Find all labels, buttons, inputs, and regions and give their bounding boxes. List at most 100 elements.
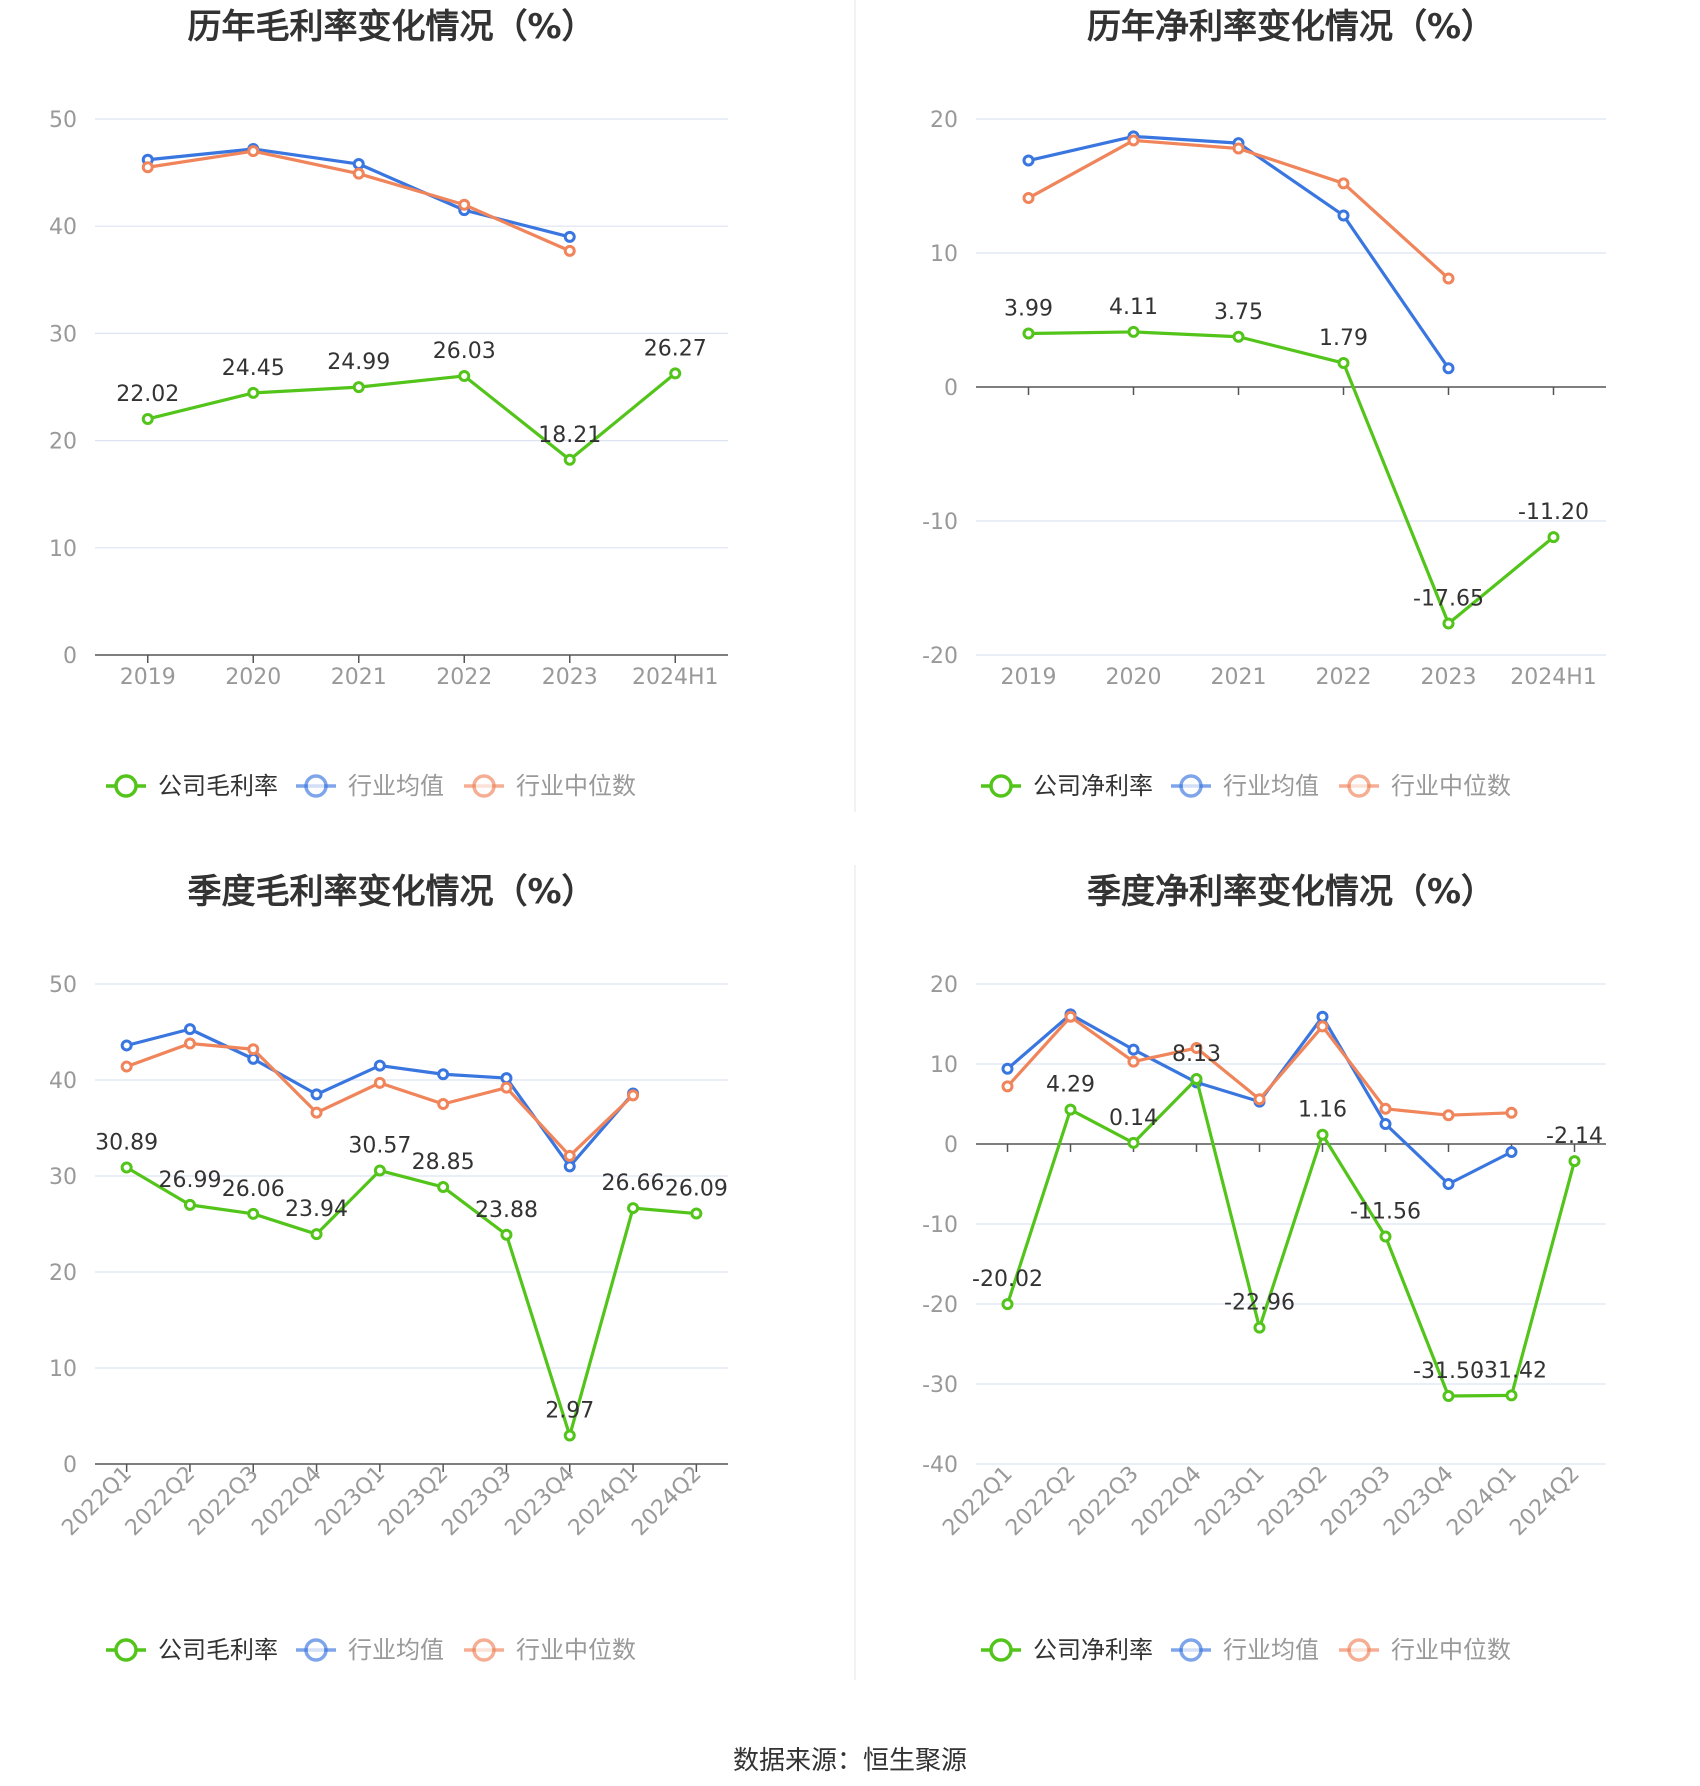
y-tick-label: -30 [922, 1373, 958, 1398]
y-tick-label: -20 [922, 644, 958, 669]
x-tick-label: 2022Q2 [121, 1462, 200, 1541]
series-median [120, 1037, 640, 1162]
data-point [373, 1076, 386, 1089]
data-label: 0.14 [1109, 1106, 1158, 1131]
y-tick-label: -10 [922, 510, 958, 535]
data-point [1190, 1042, 1203, 1054]
data-label: 4.29 [1046, 1073, 1095, 1098]
x-tick-label: 2019 [1001, 665, 1057, 690]
x-tick-label: 2023 [1421, 665, 1477, 690]
data-point [352, 381, 365, 394]
data-point [627, 1202, 640, 1215]
y-tick-label: -40 [922, 1453, 958, 1478]
data-label: -31.50 [1413, 1359, 1484, 1384]
x-tick-label: 2023Q3 [437, 1462, 516, 1541]
data-point [500, 1228, 513, 1241]
data-point [373, 1164, 386, 1177]
data-label: -11.56 [1350, 1199, 1421, 1224]
data-point [1442, 1178, 1455, 1190]
data-point [1505, 1106, 1518, 1119]
data-label: 30.57 [348, 1134, 411, 1159]
x-tick-label: 2024Q2 [627, 1462, 706, 1541]
y-tick-label: 50 [49, 108, 77, 133]
chart-title: 历年净利率变化情况（%） [1087, 7, 1495, 47]
data-point [247, 1052, 260, 1065]
data-label: 1.16 [1298, 1098, 1347, 1123]
data-label: 24.45 [222, 356, 285, 381]
legend: 公司净利率 行业均值 行业中位数 [981, 1636, 1511, 1664]
data-point [1127, 1043, 1140, 1056]
data-point [247, 1043, 260, 1056]
y-tick-label: -10 [922, 1213, 958, 1238]
data-label: 28.85 [412, 1150, 475, 1175]
data-label: 26.27 [644, 336, 707, 361]
chart-title: 季度净利率变化情况（%） [1087, 872, 1495, 912]
chart-1: 历年毛利率变化情况（%） 0 10 20 30 40 50 2019 2020 2021 2022 2… [49, 0, 856, 812]
data-label: -17.65 [1413, 587, 1484, 612]
series-line [1028, 330, 1555, 626]
legend-swatch-marker [1179, 774, 1203, 798]
legend-label: 行业中位数 [1391, 772, 1511, 800]
data-label: -31.42 [1476, 1358, 1547, 1383]
data-point [669, 367, 682, 380]
data-point [120, 1161, 133, 1174]
data-point [247, 386, 260, 399]
data-point [1316, 1128, 1329, 1141]
legend: 公司净利率 行业均值 行业中位数 [981, 772, 1511, 800]
series-avg [120, 1023, 640, 1173]
data-point [563, 1160, 576, 1173]
x-tick-label: 2019 [120, 665, 176, 690]
data-point [1001, 1080, 1014, 1093]
data-point [563, 1429, 576, 1442]
data-point [1379, 1102, 1392, 1115]
x-tick-label: 2023 [542, 665, 598, 690]
x-tick-label: 2020 [1106, 665, 1162, 690]
y-tick-label: 50 [49, 973, 77, 998]
data-point [183, 1023, 196, 1036]
legend-label: 行业中位数 [1391, 1636, 1511, 1664]
data-point [1442, 1109, 1455, 1122]
data-point [1337, 209, 1350, 222]
data-label: 30.89 [95, 1130, 158, 1155]
x-tick-label: 2024Q2 [1505, 1462, 1584, 1541]
data-point [563, 244, 576, 257]
data-point [1001, 1062, 1014, 1075]
legend-label: 公司毛利率 [158, 772, 278, 800]
x-tick-label: 2022Q3 [184, 1462, 263, 1541]
y-tick-label: 40 [49, 1069, 77, 1094]
legend-label: 公司净利率 [1033, 1636, 1153, 1664]
data-point [141, 161, 154, 174]
chart-3: 季度毛利率变化情况（%）010203040502022Q12022Q22022Q… [49, 865, 856, 1680]
x-tick-label: 2021 [1211, 665, 1267, 690]
y-tick-label: 0 [63, 1453, 77, 1478]
y-tick-label: 20 [49, 430, 77, 455]
series-line [125, 1166, 697, 1438]
data-point [120, 1060, 133, 1073]
legend-label: 行业均值 [1223, 772, 1319, 800]
data-label: 22.02 [116, 382, 179, 407]
data-label: -20.02 [972, 1267, 1043, 1292]
series-median [141, 145, 576, 257]
data-point [1022, 327, 1035, 340]
series-median [1022, 134, 1455, 285]
y-tick-label: 30 [49, 1165, 77, 1190]
data-label: 26.03 [433, 339, 496, 364]
y-tick-label: 0 [944, 1133, 958, 1158]
data-point [1127, 134, 1140, 147]
data-point [1316, 1010, 1329, 1023]
x-tick-label: 2022 [1316, 665, 1372, 690]
data-label: 26.06 [222, 1177, 285, 1202]
data-point [141, 412, 154, 425]
data-point [1022, 192, 1035, 205]
data-source: 数据来源：恒生聚源 [732, 1746, 967, 1776]
legend-label: 公司毛利率 [158, 1636, 278, 1664]
data-point [458, 369, 471, 382]
data-point [1379, 1230, 1392, 1243]
legend-swatch-marker [1347, 1638, 1371, 1662]
chart-4: 季度净利率变化情况（%）-40-30-20-10010202022Q12022Q… [922, 872, 1606, 1664]
chart-2: 历年净利率变化情况（%） -20 -10 0 10 20 2019 2020 2021 2022 2… [922, 7, 1606, 800]
data-point [310, 1088, 323, 1101]
x-tick-label: 2022Q4 [247, 1462, 326, 1541]
data-point [437, 1068, 450, 1081]
